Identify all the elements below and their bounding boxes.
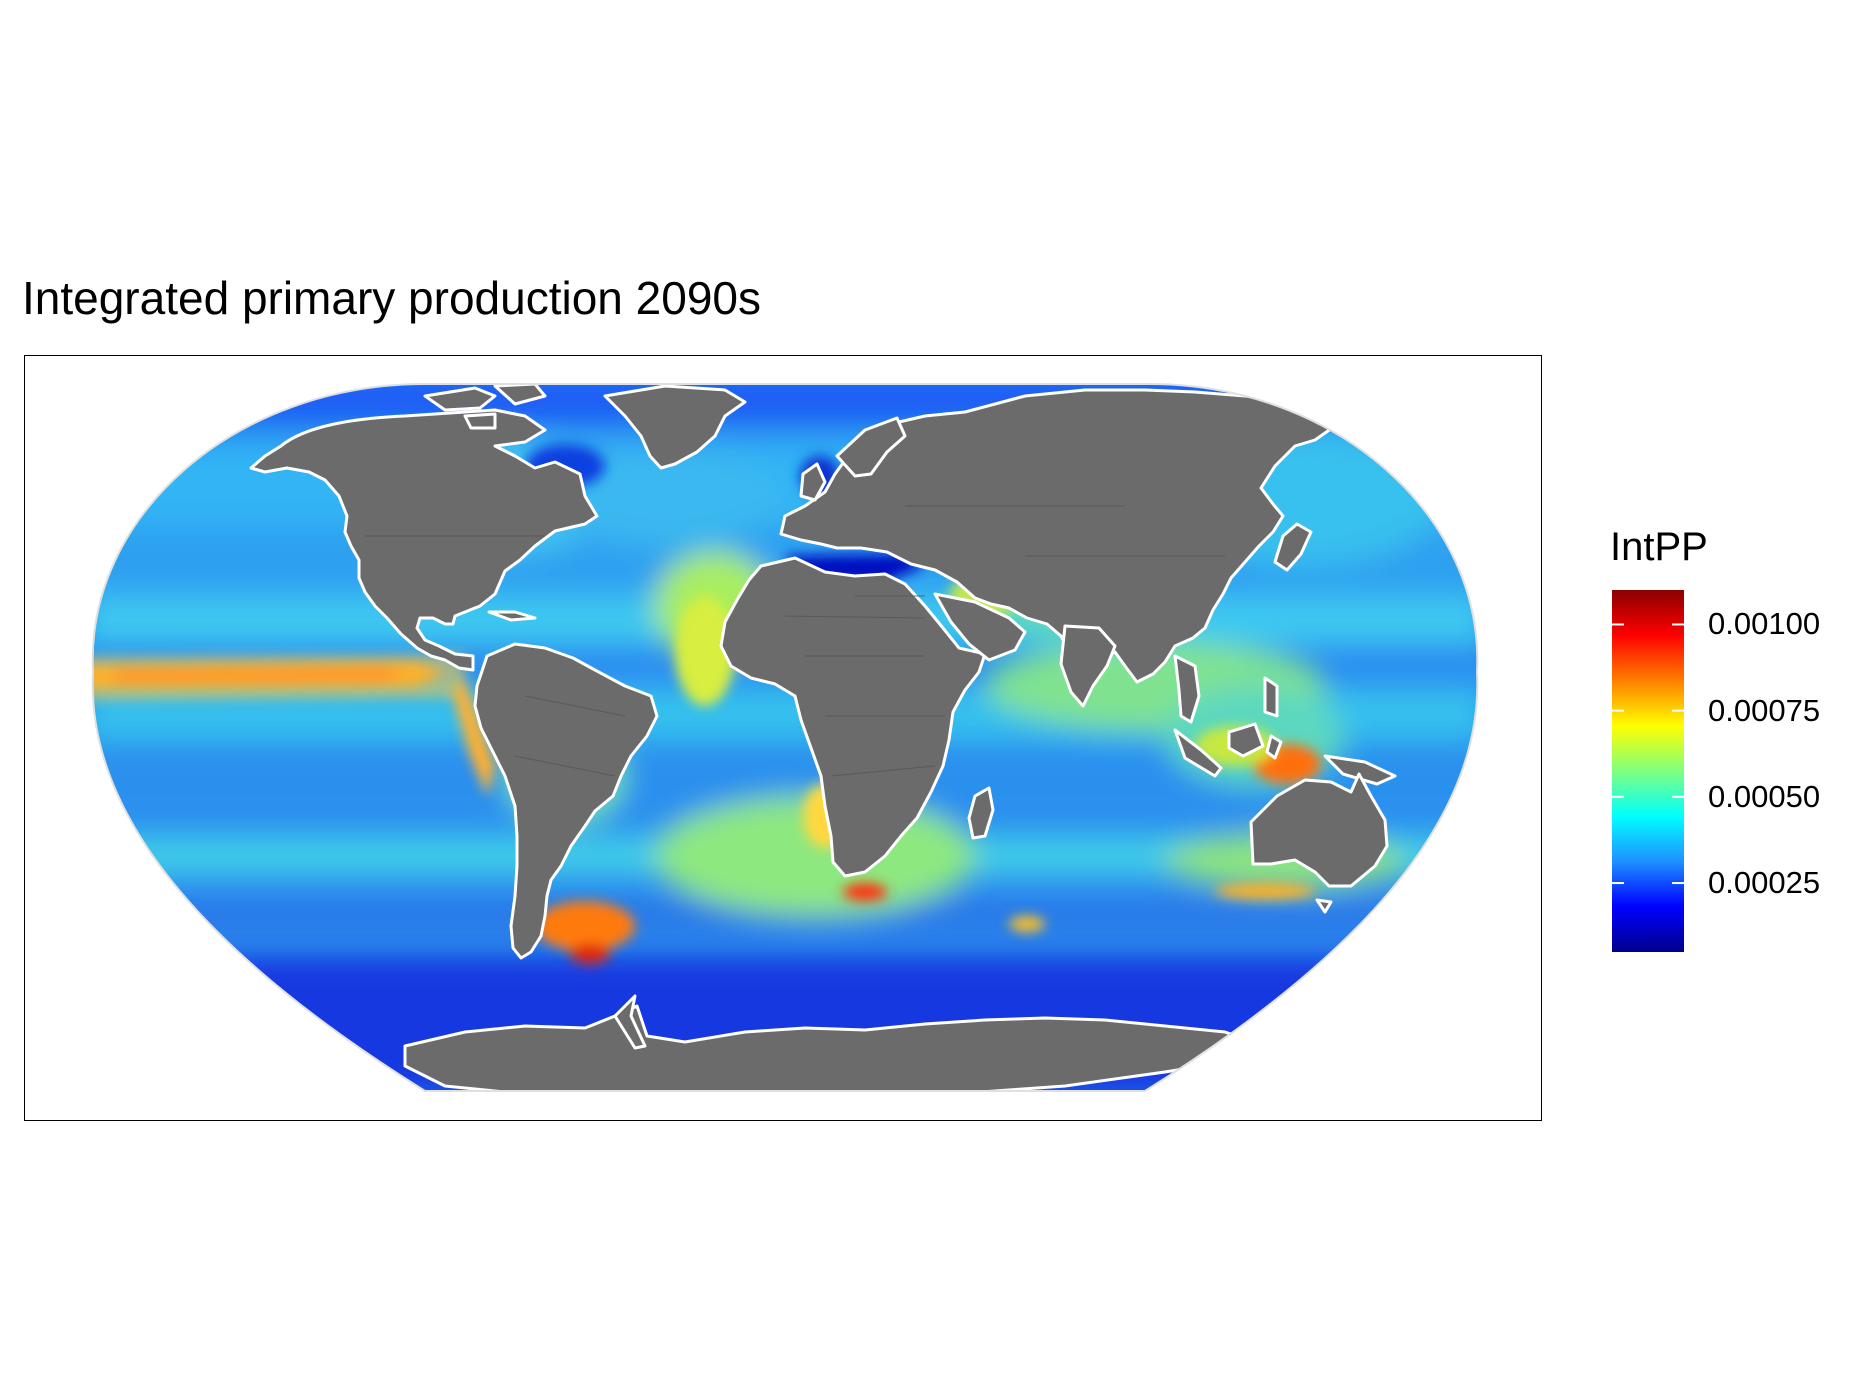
south-america xyxy=(473,642,659,960)
greenland xyxy=(603,384,747,470)
legend-label-0: 0.00100 xyxy=(1708,606,1821,642)
legend-colorbar xyxy=(1612,590,1684,952)
legend-label-3: 0.00025 xyxy=(1708,865,1821,901)
ocean-productivity-layer xyxy=(92,384,1478,1091)
land-masses xyxy=(249,384,1441,1091)
legend-label-1: 0.00075 xyxy=(1708,692,1821,728)
north-america xyxy=(249,408,599,672)
plot-title: Integrated primary production 2090s xyxy=(22,272,761,324)
colorbar-gradient xyxy=(1612,590,1684,952)
legend-label-2: 0.00050 xyxy=(1708,778,1821,814)
world-map xyxy=(91,383,1479,1092)
africa xyxy=(719,556,987,878)
eurasia xyxy=(779,388,1337,684)
australia xyxy=(1249,772,1389,888)
legend-title: IntPP xyxy=(1610,525,1708,569)
map-panel xyxy=(24,355,1542,1121)
